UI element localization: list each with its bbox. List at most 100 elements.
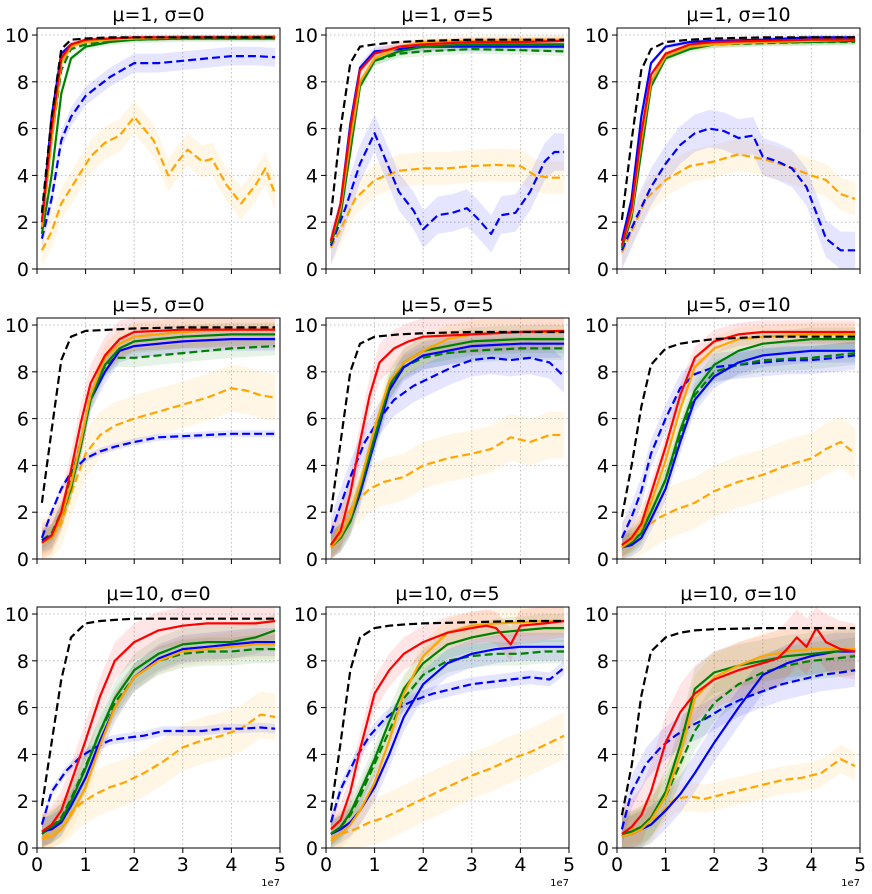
series-line-green [329,43,565,244]
subplot-7: 0 1 2 3 4 5 0 2 4 6 8 10 μ=10, σ=0 1e7 [5,583,286,889]
series-line-red [621,626,856,835]
subplot-title: μ=1, σ=10 [686,4,790,26]
band-blue-dashed [41,722,276,830]
subplot-title: μ=1, σ=0 [112,4,204,26]
y-tick-label: 8 [306,651,318,673]
axes-frame [36,317,281,560]
x-tick-label: 0 [611,854,623,876]
subplot-5: 0 2 4 6 8 10 μ=5, σ=5 [294,294,570,571]
y-tick-label: 6 [306,119,318,141]
y-tick-label: 4 [17,744,29,766]
x-scale-offset: 1e7 [841,878,860,889]
y-tick-label: 4 [597,165,609,187]
axes-frame [616,317,861,560]
y-tick-label: 0 [17,838,29,860]
series-line-red [620,38,856,246]
subplot-6: 0 2 4 6 8 10 μ=5, σ=10 [585,294,861,571]
y-tick-label: 10 [5,604,29,626]
axes-frame [36,27,281,270]
y-tick-label: 0 [306,549,318,571]
series-line-red [329,39,565,242]
series-line-green-dashed [621,352,856,546]
series-line-green [621,338,856,549]
band-blue-dashed [621,109,856,269]
y-tick-label: 4 [597,744,609,766]
y-tick-label: 2 [306,502,318,524]
band-orange-dashed [621,745,856,848]
y-tick-label: 10 [294,25,318,47]
plot-area [620,607,856,848]
band-orange [330,318,565,559]
axes-frame [616,27,861,270]
band-orange-dashed [41,364,276,559]
series-line-orange-dashed [621,757,856,838]
axes-frame [616,606,861,849]
x-tick-label: 3 [757,854,769,876]
y-tick-label: 10 [5,315,29,337]
band-red [330,607,565,846]
y-tick-label: 8 [17,72,29,94]
plot-area [329,607,565,848]
y-tick-label: 6 [306,409,318,431]
y-tick-label: 2 [306,212,318,234]
subplot-title: μ=5, σ=5 [401,294,493,316]
subplot-title: μ=5, σ=0 [112,294,204,316]
band-blue [330,632,565,848]
y-tick-label: 6 [17,698,29,720]
series-line-blue-dashed [40,432,276,539]
band-green [330,614,565,848]
y-tick-label: 8 [17,362,29,384]
y-tick-label: 2 [597,212,609,234]
y-tick-label: 10 [5,25,29,47]
series-line-orange-dashed [41,387,276,544]
band-green-dashed [41,635,276,848]
band-red [330,318,565,559]
series-line-green-dashed [621,655,856,836]
plot-area [620,35,856,269]
series-line-black-dashed [40,326,276,503]
y-tick-label: 0 [17,259,29,281]
plot-area [329,35,565,265]
series-line-blue-dashed [620,669,856,830]
series-line-green [330,338,565,549]
series-line-black-dashed [620,626,856,816]
subplot-4: 0 2 4 6 8 10 μ=5, σ=0 [5,294,281,571]
y-tick-label: 8 [306,72,318,94]
y-tick-label: 2 [597,502,609,524]
y-tick-label: 8 [17,651,29,673]
series-line-orange [41,643,276,840]
band-orange [41,630,276,848]
subplot-8: 0 1 2 3 4 5 0 2 4 6 8 10 μ=10, σ=5 1e7 [294,583,575,889]
y-tick-label: 4 [306,455,318,477]
series-line-orange-dashed [329,163,565,249]
y-tick-label: 10 [585,25,609,47]
series-line-orange-dashed [620,153,856,254]
x-tick-label: 4 [514,854,526,876]
series-line-blue [620,36,856,242]
y-tick-label: 2 [17,502,29,524]
subplot-3: 0 2 4 6 8 10 μ=1, σ=10 [585,4,861,281]
series-line-black-dashed [329,330,565,513]
series-line-orange-dashed [621,440,856,549]
series-line-red [329,329,565,546]
y-tick-label: 0 [17,549,29,571]
y-tick-label: 6 [597,698,609,720]
y-tick-label: 4 [597,455,609,477]
band-orange [330,607,565,848]
plot-area [620,320,856,559]
y-tick-label: 6 [597,409,609,431]
series-line-blue [621,349,856,549]
y-tick-label: 2 [597,791,609,813]
series-line-black-dashed [620,36,856,221]
band-blue-dashed [330,114,565,265]
x-tick-label: 4 [805,854,817,876]
x-tick-label: 5 [563,854,575,876]
x-tick-label: 5 [854,854,866,876]
y-tick-label: 4 [306,744,318,766]
plot-area [40,318,276,559]
band-red [41,607,276,848]
x-tick-label: 2 [708,854,720,876]
band-green-dashed [621,341,856,557]
y-tick-label: 6 [306,698,318,720]
subplot-title: μ=10, σ=5 [395,583,499,605]
